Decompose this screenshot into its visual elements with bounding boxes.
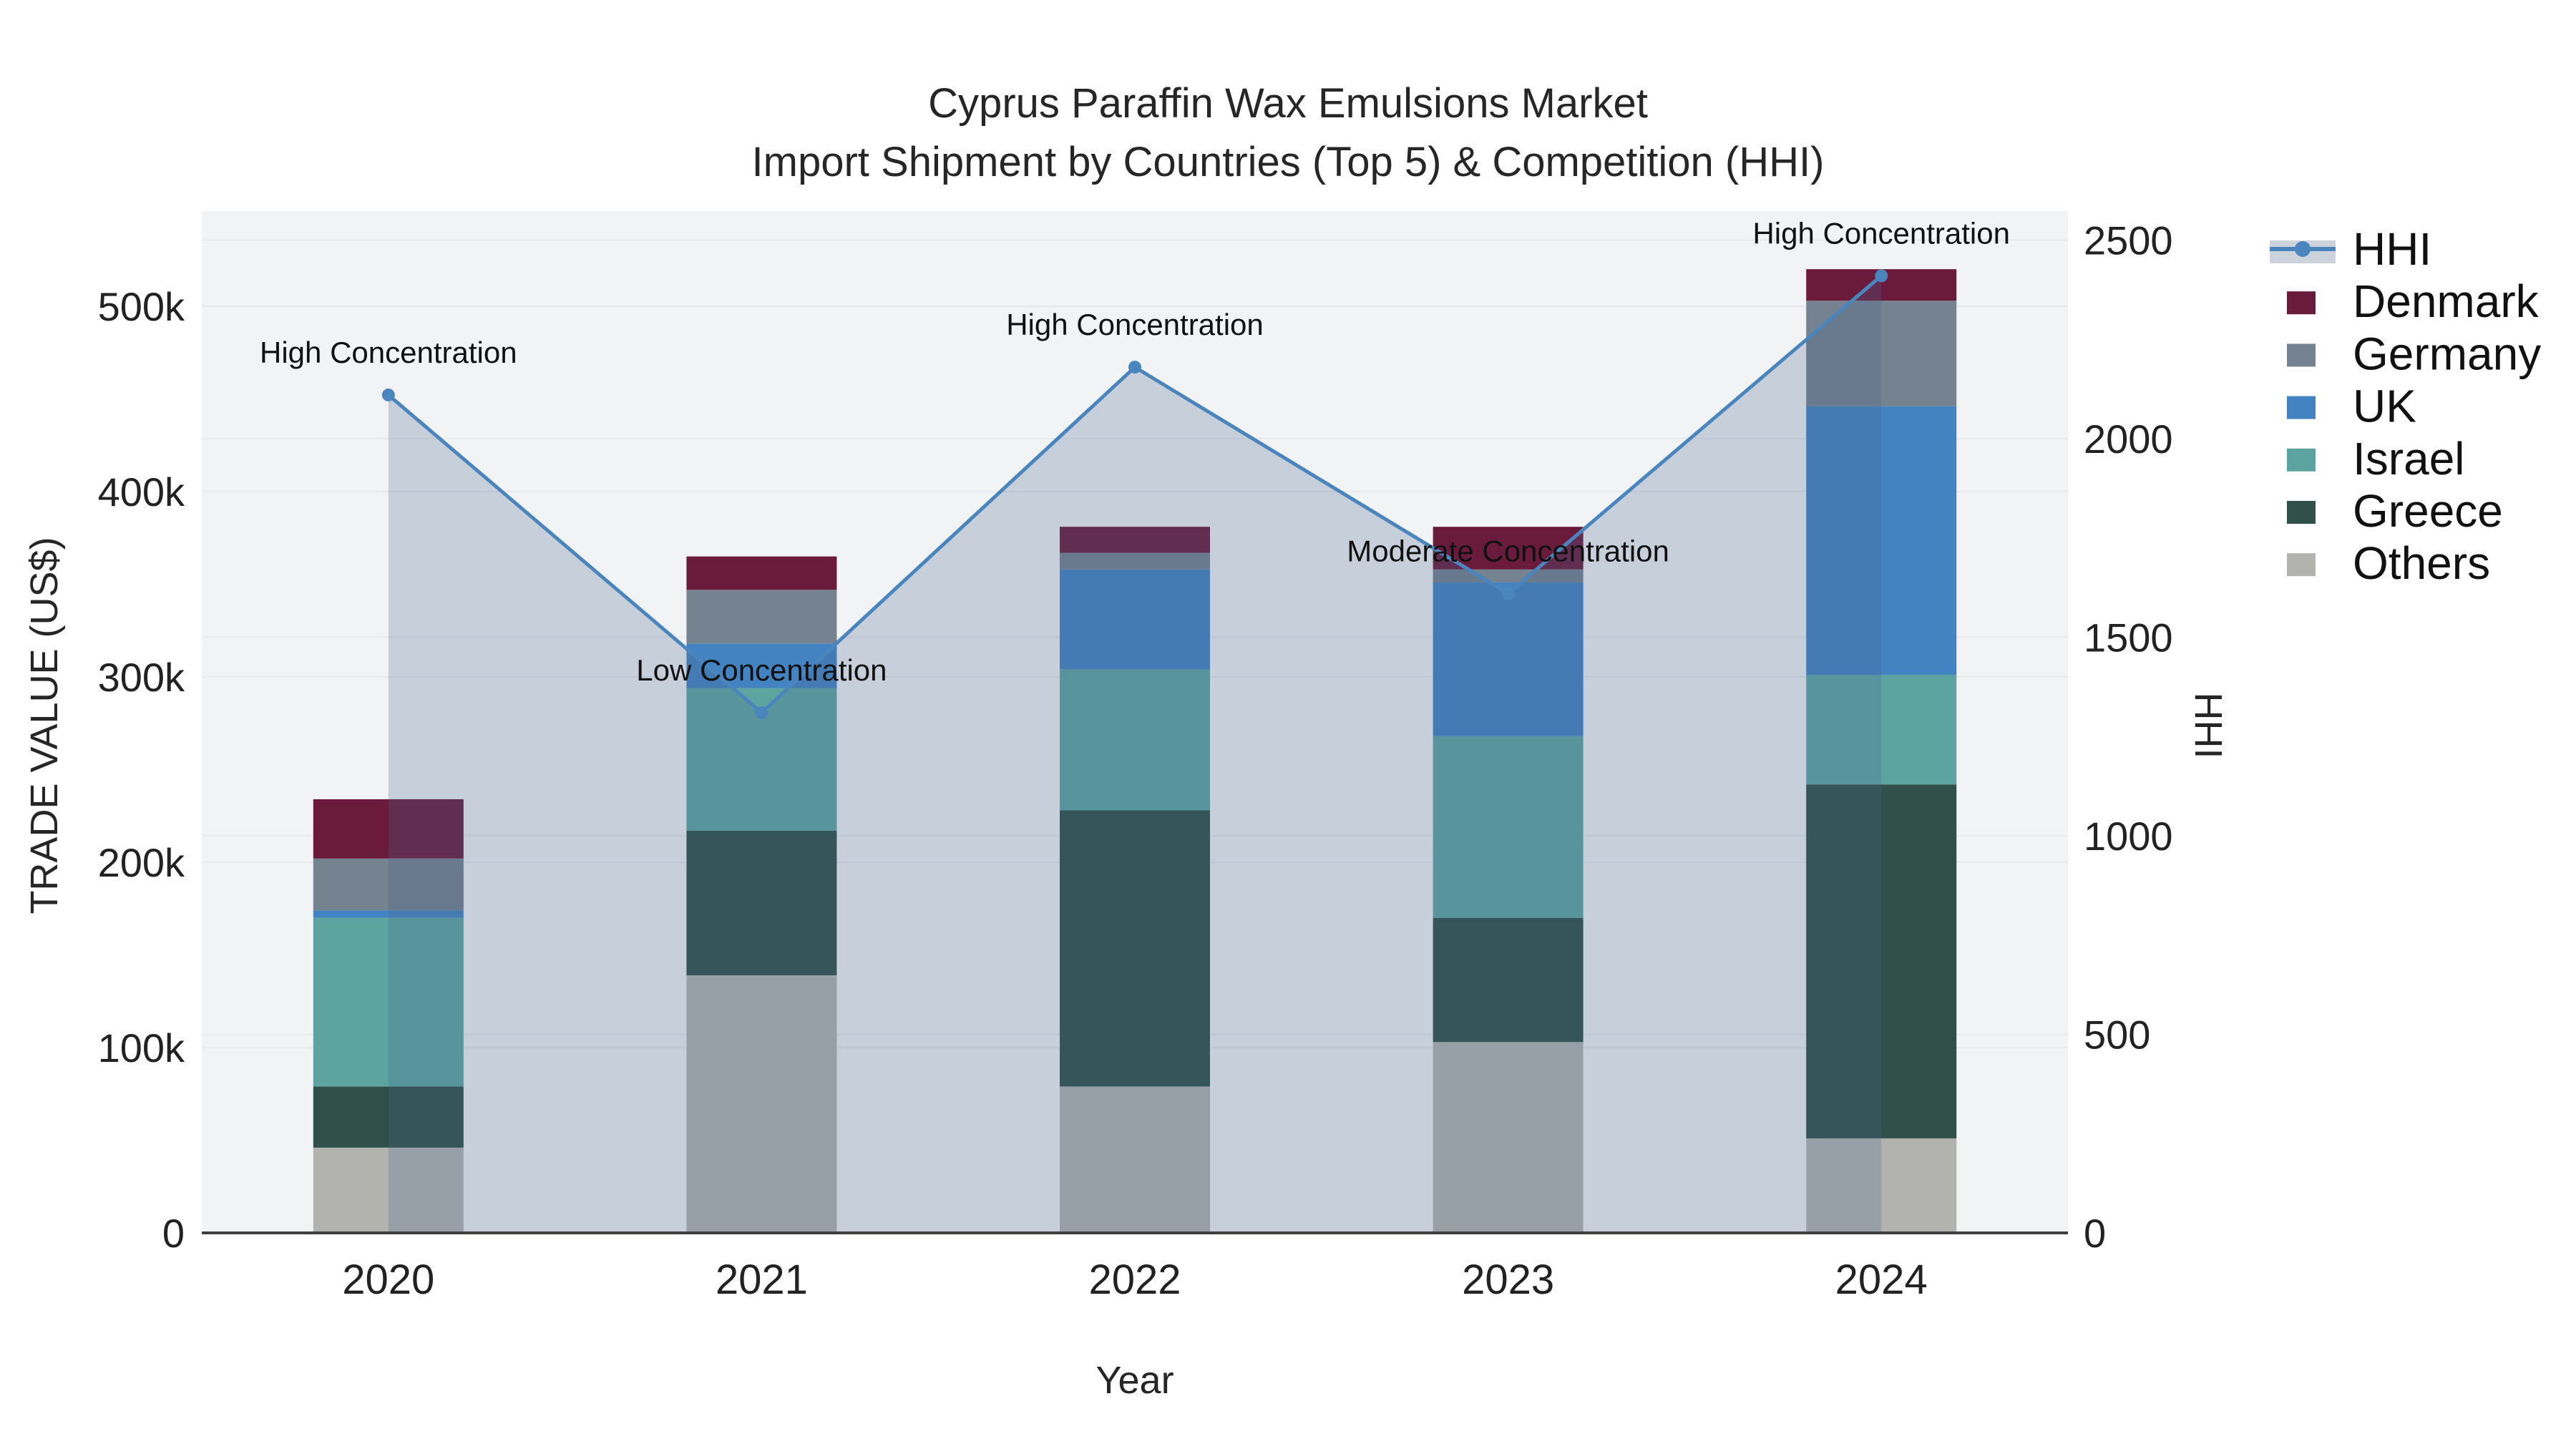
legend-hhi-marker-icon (2295, 241, 2311, 257)
bar-segment-2021-germany[interactable] (686, 590, 837, 644)
annotation-2022: High Concentration (1006, 308, 1264, 341)
legend-label-uk: UK (2353, 381, 2416, 432)
legend-item-hhi[interactable]: HHI (2270, 223, 2431, 275)
y-right-tick-2500: 2500 (2084, 218, 2173, 263)
y-right-tick-1500: 1500 (2084, 615, 2173, 660)
bar-segment-2022-greece[interactable] (1060, 810, 1210, 1087)
legend-swatch-greece (2287, 501, 2316, 524)
y-right-tick-0: 0 (2084, 1211, 2106, 1256)
bar-segment-2020-germany[interactable] (313, 858, 464, 911)
legend-item-greece[interactable]: Greece (2287, 485, 2503, 537)
y-left-tick-0: 0 (162, 1211, 185, 1256)
bar-segment-2020-israel[interactable] (313, 917, 464, 1087)
hhi-marker-2022[interactable] (1128, 361, 1141, 374)
bar-segment-2022-others[interactable] (1060, 1086, 1210, 1233)
y-left-tick-100k: 100k (98, 1025, 185, 1070)
hhi-marker-2020[interactable] (381, 388, 395, 401)
chart-title: Cyprus Paraffin Wax Emulsions Market Imp… (0, 74, 2576, 192)
legend-label-israel: Israel (2353, 433, 2465, 484)
legend-swatch-germany (2287, 343, 2316, 367)
bar-segment-2024-greece[interactable] (1806, 784, 1957, 1138)
hhi-marker-2024[interactable] (1875, 269, 1888, 283)
legend-swatch-israel (2287, 448, 2316, 472)
y-right-tick-2000: 2000 (2084, 416, 2173, 462)
bar-group-2023 (1433, 527, 1584, 1233)
bar-group-2020 (313, 799, 464, 1233)
y-right-tick-1000: 1000 (2084, 814, 2173, 859)
x-tick-2024: 2024 (1835, 1257, 1928, 1303)
chart-title-line2: Import Shipment by Countries (Top 5) & C… (751, 139, 1825, 185)
bar-segment-2021-greece[interactable] (686, 830, 837, 975)
bar-segment-2023-others[interactable] (1433, 1042, 1584, 1233)
chart-title-line1: Cyprus Paraffin Wax Emulsions Market (928, 80, 1648, 127)
y-left-tick-400k: 400k (98, 469, 185, 514)
bar-segment-2022-uk[interactable] (1060, 569, 1210, 670)
hhi-area-fill (388, 275, 1882, 1234)
bar-segment-2020-uk[interactable] (313, 910, 464, 918)
y-right-tick-500: 500 (2084, 1013, 2150, 1058)
bar-group-2022 (1060, 527, 1210, 1233)
hhi-marker-2023[interactable] (1501, 587, 1515, 600)
x-tick-2023: 2023 (1462, 1257, 1554, 1303)
bar-segment-2024-uk[interactable] (1806, 406, 1957, 675)
bar-segment-2022-germany[interactable] (1060, 552, 1210, 570)
hhi-marker-2021[interactable] (755, 706, 769, 719)
legend-item-israel[interactable]: Israel (2287, 433, 2465, 484)
bar-group-2021 (686, 556, 837, 1233)
legend-label-greece: Greece (2353, 485, 2503, 537)
y-left-tick-500k: 500k (98, 284, 185, 329)
bar-segment-2024-others[interactable] (1806, 1138, 1957, 1233)
x-tick-2020: 2020 (342, 1257, 434, 1303)
x-tick-2022: 2022 (1088, 1257, 1181, 1303)
bar-segment-2024-israel[interactable] (1806, 675, 1957, 785)
legend-label-denmark: Denmark (2353, 275, 2540, 327)
annotation-2020: High Concentration (260, 336, 517, 369)
legend-swatch-denmark (2287, 291, 2316, 315)
bar-segment-2023-israel[interactable] (1433, 736, 1584, 918)
bar-segment-2020-denmark[interactable] (313, 799, 464, 859)
legend-swatch-others (2287, 553, 2316, 577)
legend-item-uk[interactable]: UK (2287, 381, 2416, 432)
legend-label-hhi: HHI (2353, 223, 2431, 275)
legend-item-germany[interactable]: Germany (2287, 328, 2541, 379)
y-axis-title-left: TRADE VALUE (US$) (23, 537, 66, 914)
legend-label-germany: Germany (2353, 328, 2541, 379)
bar-segment-2020-greece[interactable] (313, 1086, 464, 1148)
y-axis-title-right: HHI (2187, 692, 2230, 759)
annotation-2023: Moderate Concentration (1347, 534, 1669, 567)
x-axis-title: Year (1096, 1359, 1174, 1402)
legend-item-denmark[interactable]: Denmark (2287, 275, 2540, 327)
x-tick-2021: 2021 (716, 1257, 808, 1303)
legend-item-others[interactable]: Others (2287, 537, 2490, 589)
bar-segment-2021-others[interactable] (686, 975, 837, 1233)
legend-swatch-uk (2287, 396, 2316, 419)
y-left-tick-300k: 300k (98, 655, 185, 700)
annotation-2021: Low Concentration (636, 653, 887, 687)
y-left-tick-200k: 200k (98, 840, 185, 885)
annotation-2024: High Concentration (1752, 216, 2010, 250)
legend-label-others: Others (2353, 537, 2490, 589)
bar-segment-2022-israel[interactable] (1060, 669, 1210, 811)
bar-segment-2023-greece[interactable] (1433, 917, 1584, 1043)
bar-segment-2020-others[interactable] (313, 1147, 464, 1233)
bar-segment-2021-denmark[interactable] (686, 556, 837, 590)
bar-segment-2023-uk[interactable] (1433, 582, 1584, 736)
bar-segment-2022-denmark[interactable] (1060, 527, 1210, 553)
